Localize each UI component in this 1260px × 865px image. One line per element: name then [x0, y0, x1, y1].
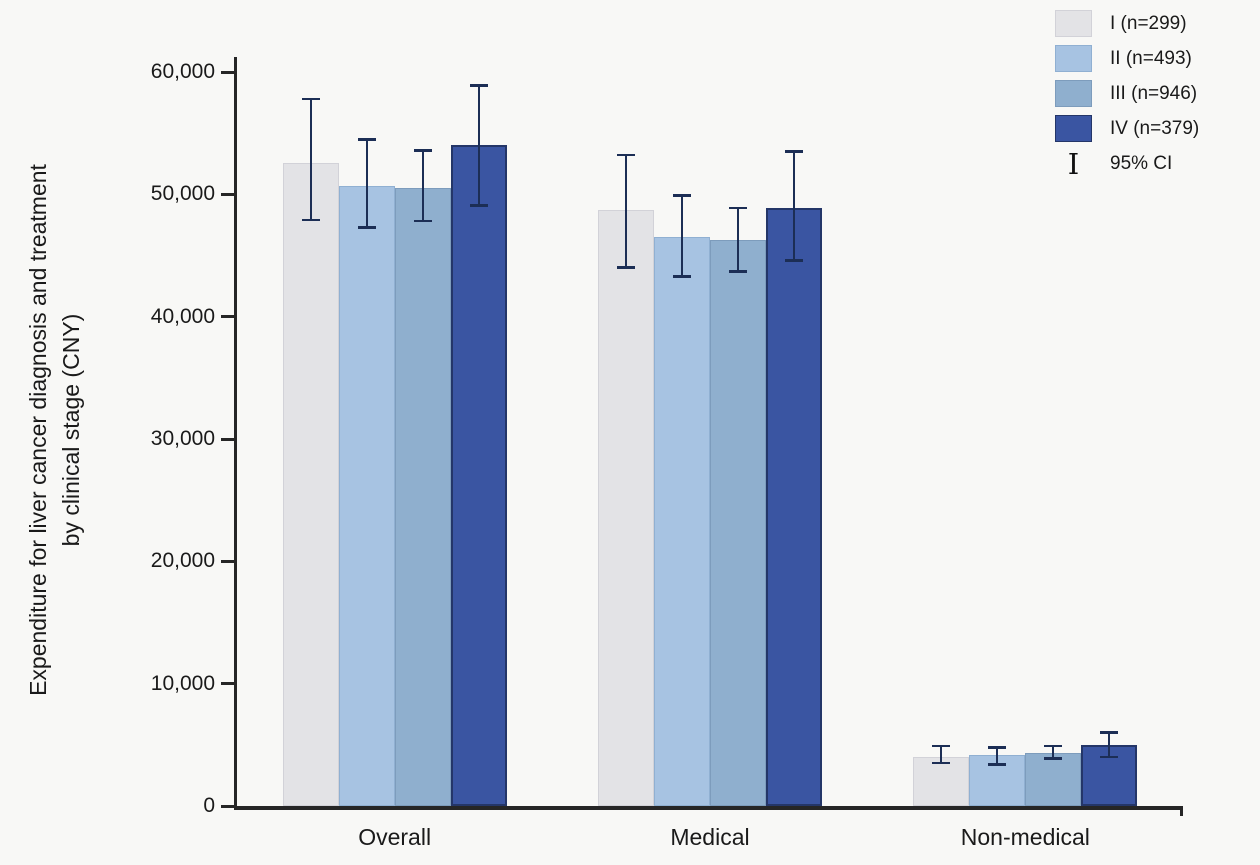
error-bar-cap [988, 763, 1007, 766]
legend-label: III (n=946) [1110, 82, 1198, 104]
error-bar-line [625, 155, 627, 268]
y-tick-label: 20,000 [150, 549, 215, 573]
legend-item-stage-i: I (n=299) [1055, 6, 1255, 41]
legend-item-stage-iv: IV (n=379) [1055, 111, 1255, 146]
y-tick-mark [221, 437, 234, 441]
legend-item-stage-ii: II (n=493) [1055, 41, 1255, 76]
y-tick-label: 10,000 [150, 671, 215, 695]
error-bar-cap [988, 746, 1007, 749]
error-bar-line [681, 195, 683, 277]
x-category-label: Medical [670, 824, 750, 850]
error-bar-line [996, 747, 999, 765]
bar-stage-iv-medical [766, 207, 822, 806]
error-bar-cap [932, 744, 951, 748]
error-bar-cap [357, 226, 376, 229]
error-bar-cap [413, 149, 432, 152]
y-tick-mark [221, 559, 234, 563]
bar-stage-i-non-medical [913, 757, 970, 806]
y-tick-mark [221, 192, 234, 196]
error-bar-cap [357, 138, 376, 141]
error-bar-cap [673, 194, 691, 197]
legend: I (n=299) II (n=493) III (n=946) IV (n=379)… [1055, 6, 1255, 181]
y-tick-label: 40,000 [150, 304, 215, 328]
error-bar-cap [729, 270, 747, 273]
x-category-label: Overall [358, 824, 432, 850]
y-tick-mark [221, 682, 234, 686]
error-bar-line [1108, 732, 1111, 758]
bar-stage-ii-overall [338, 185, 395, 806]
error-bar-cap [301, 97, 320, 101]
y-axis-line [234, 57, 237, 809]
y-tick-label: 30,000 [150, 427, 215, 450]
legend-label: IV (n=379) [1110, 117, 1200, 139]
error-bar-line [365, 139, 368, 228]
error-bar-cap [301, 218, 320, 222]
legend-item-stage-iii: III (n=946) [1055, 76, 1255, 111]
legend-label: I (n=299) [1110, 12, 1187, 34]
y-tick-mark [221, 70, 234, 74]
legend-item-ci: I 95% CI [1055, 146, 1255, 181]
error-bar-cap [1100, 731, 1119, 734]
error-bar-cap [673, 275, 691, 278]
ci-error-bar-icon: I [1067, 146, 1080, 181]
legend-label: 95% CI [1110, 152, 1173, 174]
error-bar-cap [617, 266, 635, 269]
error-bar-line [309, 98, 312, 221]
error-bar-line [793, 151, 795, 261]
bar-stage-iii-medical [710, 239, 766, 806]
legend-swatch-stage-iii [1055, 80, 1092, 107]
y-tick-mark [221, 315, 234, 319]
error-bar-line [940, 746, 943, 764]
error-bar-cap [932, 761, 951, 765]
error-bar-cap [617, 153, 635, 157]
bar-stage-iii-overall [394, 188, 451, 806]
bar-stage-ii-medical [654, 237, 710, 806]
error-bar-cap [469, 84, 488, 87]
legend-swatch-stage-ii [1055, 45, 1092, 72]
legend-swatch-stage-iv [1055, 115, 1092, 142]
error-bar-cap [785, 259, 803, 262]
bar-stage-iv-overall [450, 145, 507, 806]
y-axis-title-line2: by clinical stage (CNY) [58, 313, 84, 547]
error-bar-line [737, 207, 739, 272]
error-bar-cap [1044, 744, 1063, 748]
error-bar-line [477, 85, 480, 206]
y-axis-title: Expenditure for liver cancer diagnosis a… [22, 50, 88, 810]
y-axis-title-line1: Expenditure for liver cancer diagnosis a… [25, 164, 51, 696]
bar-stage-iv-non-medical [1081, 744, 1138, 806]
error-bar-cap [1100, 755, 1119, 759]
legend-swatch-stage-i [1055, 10, 1092, 37]
x-category-label: Non-medical [960, 824, 1090, 850]
error-bar-line [1052, 746, 1055, 759]
legend-label: II (n=493) [1110, 47, 1192, 69]
bar-stage-i-overall [282, 162, 339, 806]
y-tick-label: 50,000 [150, 182, 215, 206]
error-bar-cap [469, 204, 488, 207]
bar-stage-iii-non-medical [1025, 753, 1082, 806]
error-bar-cap [1044, 757, 1063, 760]
x-axis-end-tick [1180, 806, 1183, 816]
error-bar-cap [413, 219, 432, 223]
error-bar-cap [729, 206, 747, 210]
y-tick-mark [221, 804, 234, 808]
bar-stage-i-medical [598, 210, 654, 806]
x-axis-line [234, 806, 1183, 810]
y-tick-label: 0 [203, 794, 215, 817]
error-bar-line [421, 150, 424, 222]
y-tick-label: 60,000 [150, 60, 215, 83]
error-bar-cap [785, 150, 803, 153]
